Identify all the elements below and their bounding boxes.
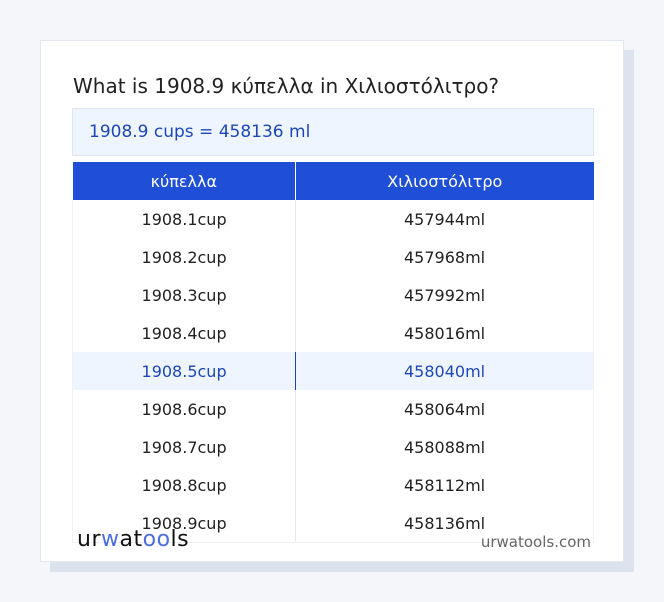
result-box: 1908.9 cups = 458136 ml (72, 108, 594, 156)
ml-cell: 458040ml (295, 352, 594, 390)
table-row: 1908.4cup 458016ml (71, 314, 594, 352)
table-row: 1908.6cup 458064ml (71, 390, 594, 428)
cups-cell: 1908.5cup (71, 352, 297, 390)
conversion-table: κύπελλα Χιλιοστόλιτρο 1908.1cup 457944ml 1… (71, 162, 594, 543)
ml-cell: 458088ml (295, 428, 594, 466)
table-row: 1908.9cup 458136ml (71, 504, 594, 543)
table-row: 1908.1cup 457944ml (71, 200, 594, 238)
ml-cell: 457944ml (295, 200, 594, 238)
ml-cell: 457968ml (295, 238, 594, 276)
cups-cell: 1908.8cup (71, 466, 297, 504)
ml-cell: 458016ml (295, 314, 594, 352)
cups-cell: 1908.9cup (71, 504, 297, 543)
ml-cell: 458112ml (295, 466, 594, 504)
ml-cell: 458064ml (295, 390, 594, 428)
cups-cell: 1908.4cup (71, 314, 297, 352)
column-header-ml: Χιλιοστόλιτρο (295, 162, 594, 200)
table-row: 1908.8cup 458112ml (71, 466, 594, 504)
table-row: 1908.7cup 458088ml (71, 428, 594, 466)
ml-cell: 458136ml (295, 504, 594, 543)
ml-cell: 457992ml (295, 276, 594, 314)
cups-cell: 1908.3cup (71, 276, 297, 314)
site-link[interactable]: urwatools.com (480, 533, 591, 551)
column-header-cups: κύπελλα (72, 162, 297, 200)
page-title: What is 1908.9 κύπελλα in Χιλιοστόλιτρο? (73, 74, 500, 98)
cups-cell: 1908.1cup (71, 200, 297, 238)
table-row: 1908.5cup 458040ml (71, 352, 594, 390)
table-row: 1908.3cup 457992ml (71, 276, 594, 314)
converter-card: What is 1908.9 κύπελλα in Χιλιοστόλιτρο?… (40, 40, 624, 562)
cups-cell: 1908.2cup (71, 238, 297, 276)
urwatools-logo[interactable]: urwatools (77, 527, 190, 552)
cups-cell: 1908.6cup (71, 390, 297, 428)
table-row: 1908.2cup 457968ml (71, 238, 594, 276)
cups-cell: 1908.7cup (71, 428, 297, 466)
